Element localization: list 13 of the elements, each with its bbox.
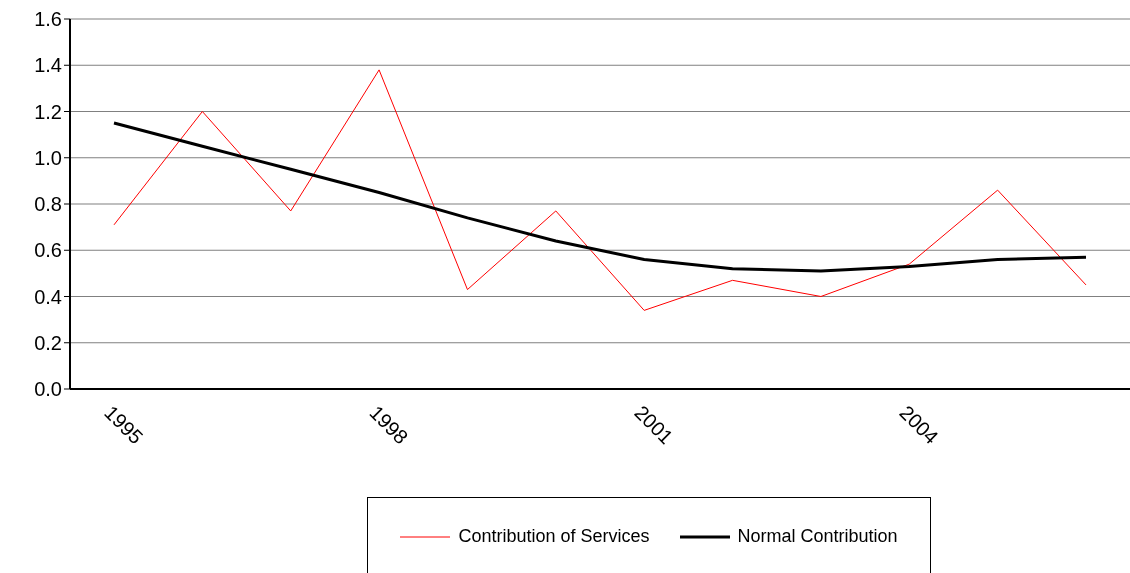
- y-tick-label: 1.6: [34, 8, 62, 31]
- line-series: [113, 69, 1087, 311]
- line-series: [112, 121, 1088, 273]
- y-tick-label: 1.2: [34, 100, 62, 123]
- y-tick-label: 0.4: [34, 285, 62, 308]
- legend-label: Normal Contribution: [737, 526, 898, 547]
- y-tick-label: 0.8: [34, 193, 62, 216]
- y-tick-label: 0.6: [34, 239, 62, 262]
- y-tick-label: 0.0: [34, 378, 62, 401]
- legend-label: Contribution of Services: [458, 526, 650, 547]
- y-tick-label: 1.4: [34, 54, 62, 77]
- y-tick-label: 1.0: [34, 146, 62, 169]
- y-tick-label: 0.2: [34, 331, 62, 354]
